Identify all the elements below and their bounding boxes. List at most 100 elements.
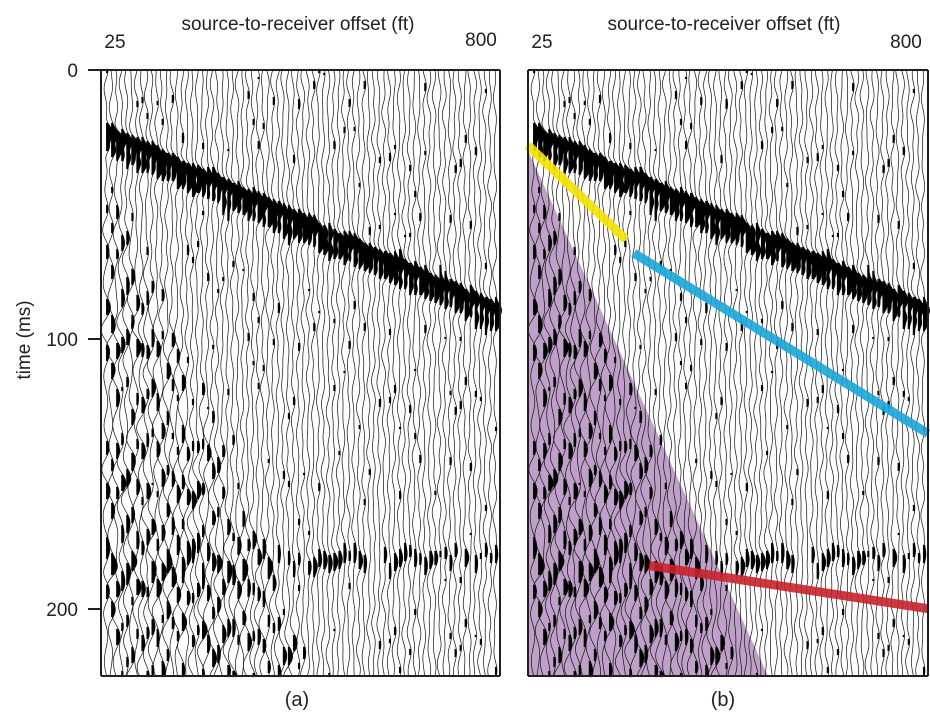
panel-b-trace	[915, 69, 925, 677]
panel-b-trace	[844, 69, 855, 677]
panel-b-trace-fill	[538, 122, 546, 618]
panel-a-trace	[269, 69, 280, 677]
panel-a-trace	[335, 69, 345, 677]
panel-a-trace-fill	[126, 132, 133, 668]
panel-b-trace	[527, 69, 541, 677]
panel-a-trace-fill	[363, 80, 371, 574]
panel-b-trace-fill	[553, 132, 560, 668]
panel-b-trace-fill	[730, 212, 739, 660]
panel-b-trace	[644, 69, 656, 677]
panel-a-trace-fill	[469, 220, 478, 536]
panel-b-trace	[839, 69, 849, 677]
panel-a-trace	[441, 69, 451, 677]
panel-b-trace	[809, 69, 820, 677]
panel-b-trace-fill	[755, 222, 761, 678]
panel-a-trace	[300, 69, 311, 677]
panel-a: source-to-receiver offset (ft) 25 800 0 …	[14, 14, 503, 711]
panel-a-trace	[320, 69, 330, 677]
panel-a-xtick-min: 25	[104, 32, 125, 53]
panel-a-trace-fill	[166, 152, 173, 662]
panel-a-trace-fill	[191, 162, 198, 648]
panel-b-trace	[910, 69, 921, 677]
panel-a-trace	[371, 69, 381, 677]
panel-a-trace-fill	[409, 164, 416, 656]
panel-a-trace-fill	[429, 272, 436, 570]
panel-a-trace	[457, 69, 467, 677]
panel-a-trace	[253, 69, 266, 677]
panel-a-trace	[136, 69, 149, 677]
panel-a-trace-fill	[252, 118, 259, 678]
panel-b-trace	[793, 69, 803, 677]
panel-a-trace-fill	[439, 264, 446, 558]
panel-a-trace	[295, 69, 306, 677]
panel-b-event-line-3	[648, 561, 929, 614]
panel-b-trace-fill	[836, 164, 844, 656]
panel-a-plot-area	[100, 68, 503, 678]
panel-a-trace-fill	[227, 148, 235, 678]
panel-b-trace-fill	[619, 162, 625, 648]
panel-a-trace	[311, 69, 321, 677]
panel-b-trace	[738, 69, 748, 677]
panel-a-trace-fill	[287, 204, 295, 666]
panel-b-trace-fill	[902, 146, 909, 638]
panel-a-trace-fill	[449, 214, 457, 640]
panel-b-trace-fill	[725, 98, 733, 670]
panel-b-trace	[779, 69, 789, 677]
panel-b-trace	[859, 69, 870, 677]
panel-b-trace-fill	[740, 80, 748, 578]
panel-b-trace-fill	[679, 118, 687, 678]
panel-a-trace-fill	[181, 132, 189, 678]
panel-b-trace-fill	[684, 76, 693, 646]
panel-a-trace-fill	[131, 134, 139, 664]
panel-b-trace-fill	[568, 96, 575, 652]
panel-b-trace-fill	[654, 148, 662, 678]
panel-b-trace-fill	[852, 82, 859, 576]
panel-a-trace	[447, 69, 458, 677]
panel-b-trace-fill	[811, 250, 820, 564]
panel-a-trace	[426, 69, 436, 677]
panel-a-ytick-label-100: 100	[46, 330, 78, 351]
panel-a-trace-fill	[353, 126, 361, 564]
panel-b-trace-fill	[872, 270, 878, 582]
panel-b-trace	[758, 69, 767, 677]
panel-b-trace-fill	[917, 298, 925, 564]
panel-b-event-line-1	[524, 142, 630, 243]
panel-b-trace	[773, 69, 784, 677]
panel-a-trace-fill	[292, 154, 301, 652]
panel-b-trace-fill	[593, 152, 600, 662]
panel-b-trace-fill	[771, 126, 778, 564]
panel-a-trace-fill	[378, 156, 385, 650]
panel-b-trace	[854, 69, 864, 677]
panel-a-trace-fill	[474, 146, 481, 638]
panel-b-trace-fill	[563, 100, 570, 640]
panel-a-trace	[381, 69, 392, 677]
panel-a-trace	[130, 69, 143, 677]
panel-a-trace-fill	[388, 152, 397, 644]
panel-b-trace-fill	[867, 264, 874, 558]
panel-b-trace-fill	[735, 212, 744, 576]
panel-a-trace-fill	[328, 222, 334, 678]
panel-b-trace-fill	[841, 190, 849, 678]
panel-a-trace	[436, 69, 446, 677]
panel-b-trace-fill	[624, 164, 633, 636]
panel-b-trace	[748, 69, 757, 677]
panel-a-trace-fill	[141, 96, 148, 652]
panel-a-trace	[141, 69, 154, 677]
panel-a-trace	[462, 69, 471, 677]
panel-a-trace-fill	[459, 158, 467, 652]
panel-b-trace	[834, 69, 844, 677]
panel-b-trace-fill	[897, 220, 906, 536]
panel-a-trace	[213, 69, 225, 677]
panel-a-trace	[305, 69, 317, 677]
panel-b-trace-fill	[690, 122, 697, 654]
panel-a-trace	[217, 69, 229, 677]
panel-b-trace-fill	[801, 246, 808, 276]
panel-a-trace-fill	[277, 200, 284, 678]
panel-b-trace-fill	[907, 292, 914, 646]
panel-b-trace	[753, 69, 762, 677]
panel-b-trace	[640, 69, 652, 677]
panel-b-trace-fill	[826, 248, 833, 674]
panel-a-trace	[126, 69, 140, 677]
panel-a-caption: (a)	[285, 689, 309, 711]
panel-a-trace	[331, 69, 339, 677]
